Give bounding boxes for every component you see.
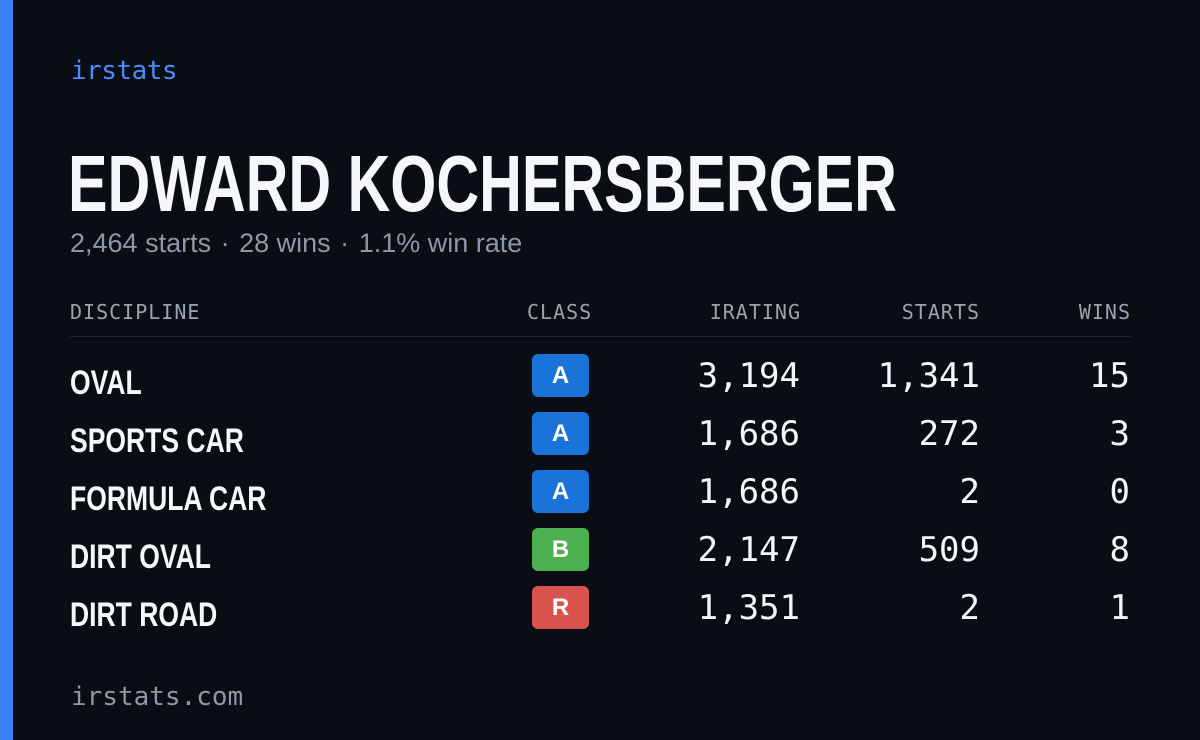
- summary-separator: ·: [340, 228, 350, 258]
- discipline-name: FORMULA CAR: [70, 480, 267, 518]
- header-discipline: DISCIPLINE: [70, 300, 201, 324]
- class-badge: R: [532, 586, 589, 629]
- irating-value: 3,194: [697, 356, 800, 396]
- header-starts: STARTS: [901, 300, 980, 324]
- wins-value: 1: [1109, 588, 1130, 628]
- accent-bar: [0, 0, 13, 740]
- discipline-name: DIRT OVAL: [70, 538, 211, 576]
- discipline-name: OVAL: [70, 364, 142, 402]
- discipline-name: SPORTS CAR: [70, 422, 244, 460]
- wins-value: 3: [1109, 414, 1130, 454]
- brand-logo-text: irstats: [71, 56, 178, 86]
- starts-value: 509: [918, 530, 980, 570]
- footer-url: irstats.com: [71, 682, 244, 712]
- irating-value: 1,686: [697, 414, 800, 454]
- wins-value: 15: [1089, 356, 1130, 396]
- table-row: DIRT ROAD R 1,351 2 1: [70, 586, 1131, 644]
- driver-name: EDWARD KOCHERSBERGER: [68, 139, 897, 228]
- class-badge: A: [532, 470, 589, 513]
- class-badge: A: [532, 412, 589, 455]
- irating-value: 1,351: [697, 588, 800, 628]
- summary-starts: 2,464 starts: [70, 228, 212, 258]
- table-row: DIRT OVAL B 2,147 509 8: [70, 528, 1131, 586]
- starts-value: 2: [959, 588, 980, 628]
- wins-value: 0: [1109, 472, 1130, 512]
- starts-value: 1,341: [877, 356, 980, 396]
- starts-value: 272: [918, 414, 980, 454]
- header-wins: WINS: [1078, 300, 1131, 324]
- irating-value: 2,147: [697, 530, 800, 570]
- summary-win-rate: 1.1% win rate: [358, 228, 523, 258]
- class-badge: A: [532, 354, 589, 397]
- table-row: OVAL A 3,194 1,341 15: [70, 354, 1131, 412]
- summary-separator: ·: [220, 228, 230, 258]
- table-row: FORMULA CAR A 1,686 2 0: [70, 470, 1131, 528]
- irating-value: 1,686: [697, 472, 800, 512]
- summary-wins: 28 wins: [239, 228, 331, 258]
- header-irating: IRATING: [709, 300, 801, 324]
- starts-value: 2: [959, 472, 980, 512]
- table-header: DISCIPLINE CLASS IRATING STARTS WINS: [70, 300, 1131, 337]
- table-row: SPORTS CAR A 1,686 272 3: [70, 412, 1131, 470]
- class-badge: B: [532, 528, 589, 571]
- wins-value: 8: [1109, 530, 1130, 570]
- driver-summary: 2,464 starts · 28 wins · 1.1% win rate: [70, 228, 522, 259]
- header-class: CLASS: [527, 300, 593, 324]
- discipline-name: DIRT ROAD: [70, 596, 218, 634]
